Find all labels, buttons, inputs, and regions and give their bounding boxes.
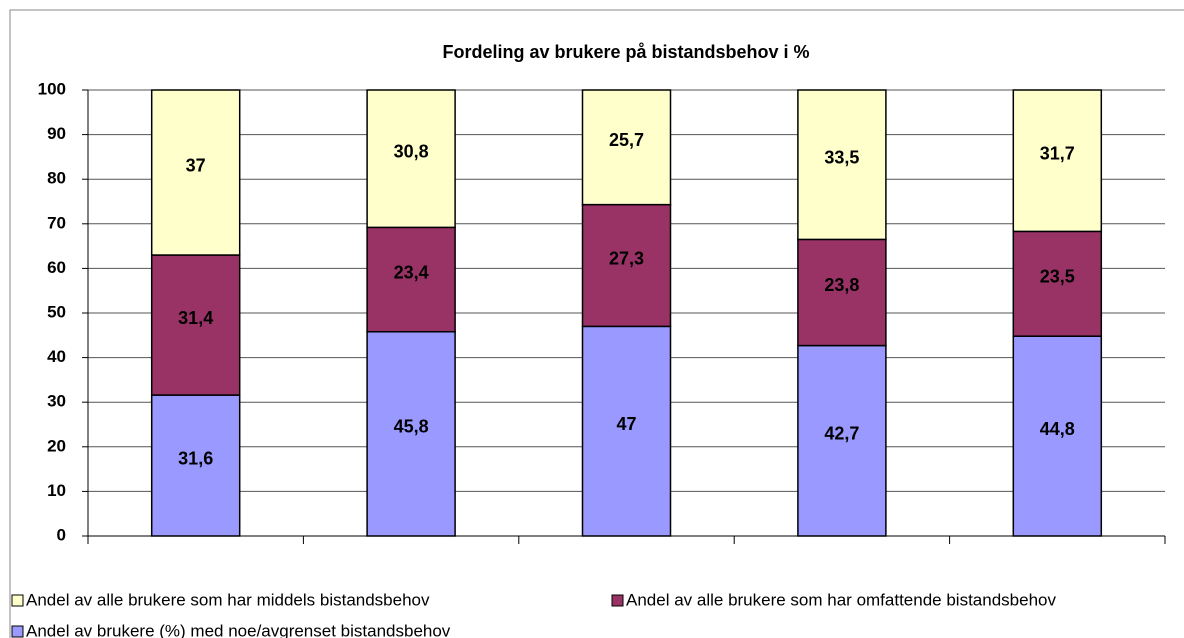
y-tick-label: 0 xyxy=(57,525,66,544)
data-label: 31,7 xyxy=(1040,143,1075,163)
data-label: 47 xyxy=(616,414,636,434)
data-label: 30,8 xyxy=(394,141,429,161)
y-tick-label: 100 xyxy=(38,79,66,98)
bar-segment xyxy=(581,203,672,328)
bar-segment xyxy=(1012,335,1103,537)
data-label: 42,7 xyxy=(824,424,859,444)
y-tick-label: 60 xyxy=(47,258,66,277)
y-tick-label: 50 xyxy=(47,302,66,321)
data-label: 23,4 xyxy=(394,262,429,282)
bar-segment xyxy=(797,89,887,241)
legend-label: Andel av alle brukere som har omfattende… xyxy=(626,590,1056,609)
legend-label: Andel av brukere (%) med noe/avgrenset b… xyxy=(26,621,451,638)
bar-segment xyxy=(366,330,456,537)
legend-swatch xyxy=(11,594,24,607)
bar-segment xyxy=(581,325,672,537)
data-label: 23,8 xyxy=(824,275,859,295)
data-label: 25,7 xyxy=(609,130,644,150)
data-label: 45,8 xyxy=(394,417,429,437)
y-tick-label: 80 xyxy=(47,169,66,188)
bar-segment xyxy=(366,89,456,229)
y-tick-label: 90 xyxy=(47,124,66,143)
legend-label: Andel av alle brukere som har middels bi… xyxy=(26,590,430,609)
bar-segment xyxy=(797,238,887,347)
bar-segment xyxy=(150,254,241,396)
legend-swatch xyxy=(611,594,624,607)
data-label: 33,5 xyxy=(824,147,859,167)
data-label: 31,4 xyxy=(178,308,213,328)
y-tick-label: 40 xyxy=(47,347,66,366)
chart-title: Fordeling av brukere på bistandsbehov i … xyxy=(442,42,809,62)
legend-background xyxy=(11,589,1184,638)
data-label: 44,8 xyxy=(1040,419,1075,439)
y-tick-label: 70 xyxy=(47,213,66,232)
bar-segment xyxy=(581,89,672,206)
bar-segment xyxy=(1012,89,1103,233)
data-label: 37 xyxy=(186,155,206,175)
y-tick-label: 10 xyxy=(47,481,66,500)
y-tick-label: 20 xyxy=(47,436,66,455)
bar-segment xyxy=(1012,230,1103,337)
bar-segment xyxy=(366,226,456,333)
bar-segment xyxy=(150,89,241,256)
data-label: 23,5 xyxy=(1040,267,1075,287)
data-label: 27,3 xyxy=(609,248,644,268)
y-tick-label: 30 xyxy=(47,392,66,411)
bar-segment xyxy=(797,344,887,537)
legend-swatch xyxy=(11,625,24,638)
data-label: 31,6 xyxy=(178,448,213,468)
